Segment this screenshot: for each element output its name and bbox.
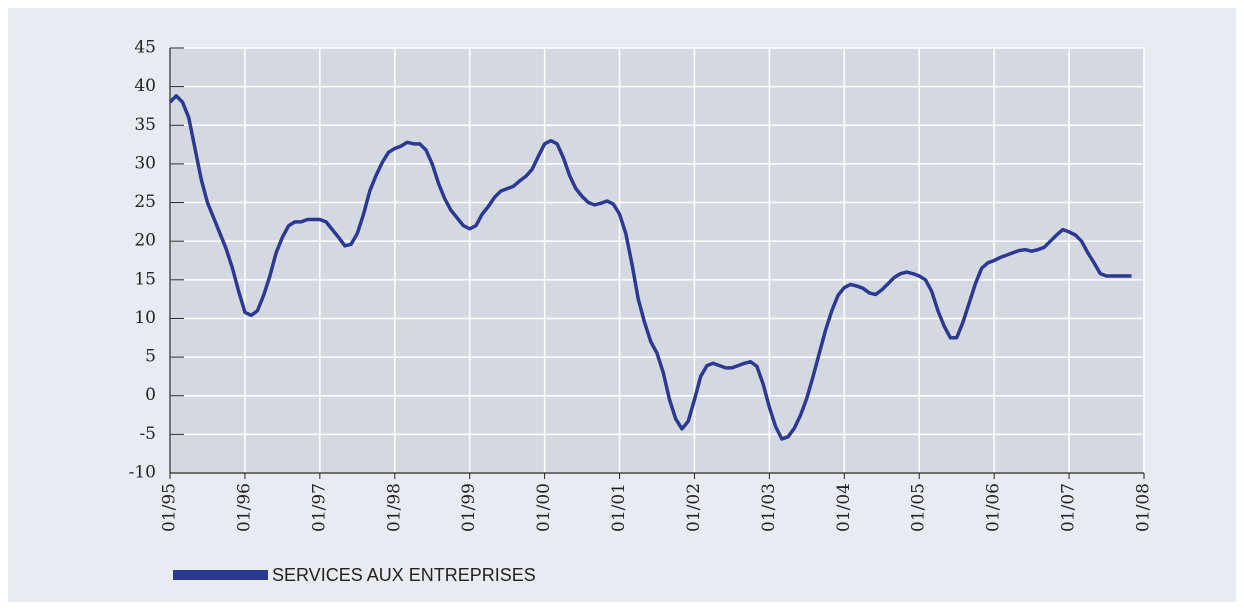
y-tick-label: 20 [134, 231, 156, 251]
x-tick-label: 01/04 [834, 483, 854, 532]
y-tick-label: 15 [134, 269, 156, 289]
plot-area [170, 48, 1144, 473]
x-tick-label: 01/08 [1134, 483, 1154, 532]
y-tick-label: 0 [145, 385, 156, 405]
legend-label: SERVICES AUX ENTREPRISES [272, 565, 536, 585]
x-tick-label: 01/95 [160, 483, 180, 532]
y-tick-label: 45 [134, 38, 156, 58]
x-tick-label: 01/07 [1059, 483, 1079, 532]
y-tick-label: 5 [145, 347, 156, 367]
y-tick-label: -10 [129, 463, 156, 483]
x-tick-label: 01/97 [309, 483, 329, 532]
y-tick-label: 10 [134, 308, 156, 328]
x-tick-label: 01/06 [984, 483, 1004, 532]
y-tick-label: -5 [139, 424, 156, 444]
x-tick-label: 01/99 [459, 483, 479, 532]
legend-swatch [173, 570, 268, 580]
x-tick-label: 01/00 [534, 483, 554, 532]
y-tick-label: 25 [134, 192, 156, 212]
x-tick-label: 01/98 [384, 483, 404, 532]
x-tick-label: 01/03 [759, 483, 779, 532]
y-tick-label: 35 [134, 115, 156, 135]
data-line [168, 94, 1132, 441]
y-tick-label: 40 [134, 76, 156, 96]
x-tick-label: 01/96 [234, 483, 254, 532]
y-tick-label: 30 [134, 153, 156, 173]
x-tick-label: 01/01 [609, 483, 629, 532]
x-tick-label: 01/02 [684, 483, 704, 532]
x-tick-label: 01/05 [909, 483, 929, 532]
